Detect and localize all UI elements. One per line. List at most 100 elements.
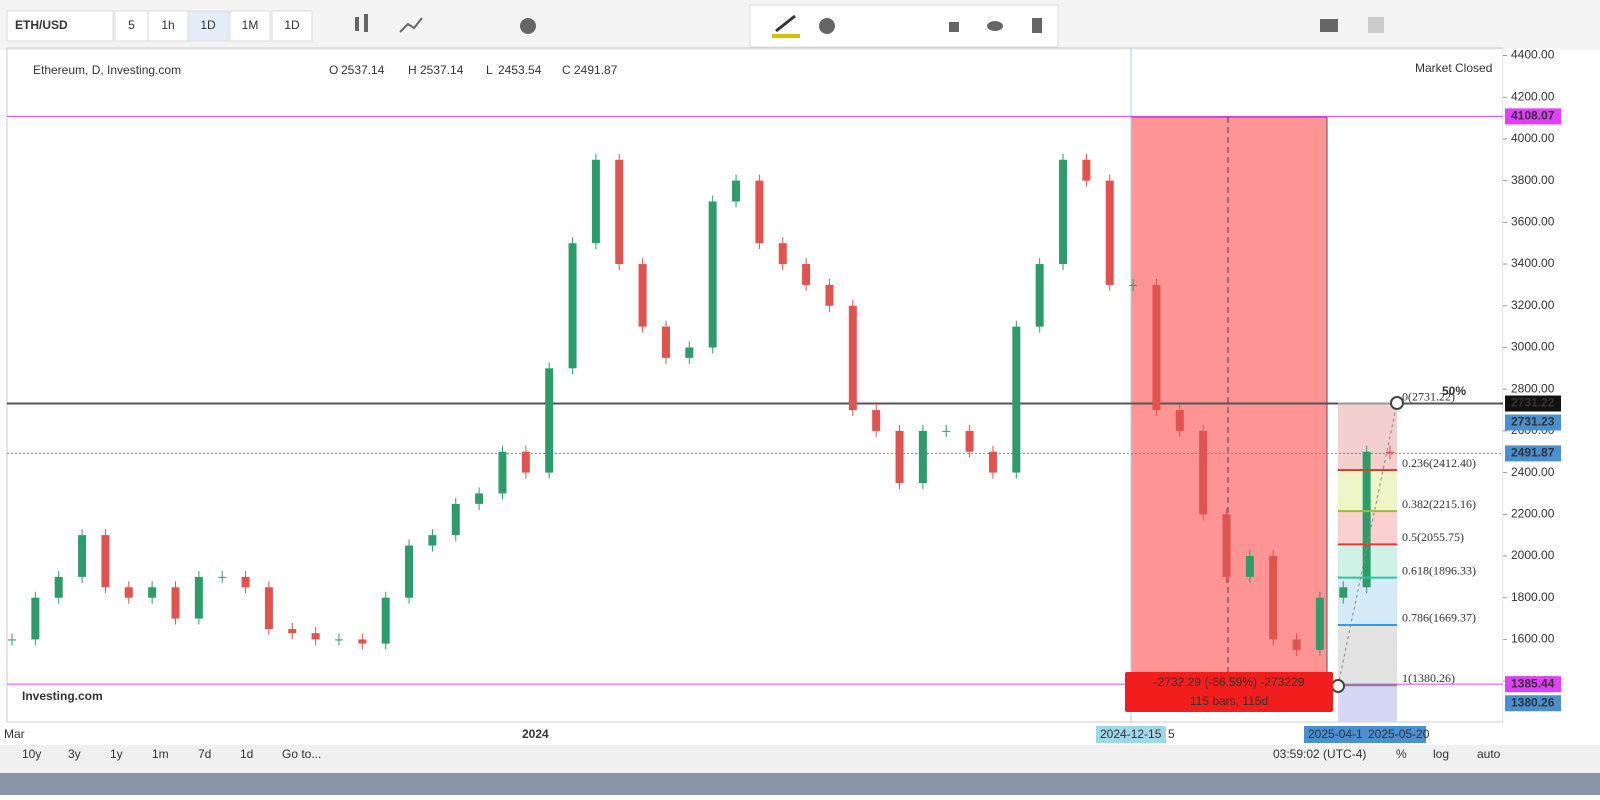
ohlc-key: L [486, 63, 493, 77]
toolbar-label[interactable]: 1M [242, 18, 259, 32]
candle-body [1245, 556, 1254, 577]
price-badge [1505, 395, 1561, 412]
candle-body [264, 587, 273, 629]
handle[interactable] [1390, 396, 1404, 410]
candle-body [451, 503, 460, 536]
candle-body [194, 576, 203, 619]
toolbar-button[interactable] [187, 10, 229, 42]
candle-body [381, 597, 390, 644]
symbol-input[interactable] [6, 10, 114, 42]
candle-body [78, 535, 87, 577]
measure-line1: -2732.29 (-66.59%) -273229 [1154, 675, 1305, 689]
toolbar-label[interactable]: 1D [200, 18, 216, 32]
price-tick-label: 3800.00 [1511, 173, 1555, 187]
candle-body [778, 243, 787, 265]
time-label: 2024-12-15 [1100, 727, 1162, 741]
axis-option[interactable]: % [1396, 747, 1407, 761]
trash-icon[interactable] [1032, 18, 1042, 33]
fib-label: 1(1380.26) [1402, 671, 1455, 685]
toolbar-button[interactable] [229, 10, 271, 42]
goto-button[interactable]: Go to... [282, 747, 321, 761]
candle-icon[interactable] [364, 14, 368, 32]
axis-option[interactable]: auto [1477, 747, 1501, 761]
candle-body [241, 576, 250, 588]
candle-body [1105, 180, 1114, 285]
time-badge [1096, 726, 1166, 743]
time-badge [1364, 726, 1426, 743]
price-tick-label: 1600.00 [1511, 632, 1555, 646]
toolbar-label[interactable]: 1h [161, 18, 174, 32]
range-button[interactable]: 3y [68, 747, 81, 761]
candle-body [1199, 430, 1208, 515]
range-button[interactable]: 10y [22, 747, 41, 761]
candle-body [31, 597, 40, 640]
axis-option[interactable]: log [1433, 747, 1449, 761]
candle-body [124, 587, 133, 598]
candle-body [101, 535, 110, 588]
candle-body [521, 451, 530, 473]
market-status: Market Closed [1415, 61, 1492, 75]
candle-body [1129, 284, 1138, 286]
pen-icon[interactable] [775, 14, 796, 33]
price-tick-label: 3400.00 [1511, 256, 1555, 270]
time-label: 2024 [522, 727, 549, 741]
symbol[interactable]: ETH/USD [15, 18, 68, 32]
candle-body [1082, 159, 1091, 181]
handle[interactable] [1331, 679, 1345, 693]
toolbar-button[interactable] [271, 10, 313, 42]
candle-body [942, 430, 951, 432]
fib-label: 0.236(2412.40) [1402, 456, 1476, 470]
time-badge [1304, 726, 1366, 743]
candle-body [568, 243, 577, 369]
camera-icon[interactable] [1320, 19, 1338, 32]
candle-body [1059, 159, 1068, 265]
fib-percent: 50% [1442, 384, 1466, 398]
candle-body [148, 587, 157, 598]
price-tick-label: 2000.00 [1511, 548, 1555, 562]
candle-body [358, 639, 367, 644]
price-tick-label: 4200.00 [1511, 89, 1555, 103]
time-label: 2025-05-20 [1368, 727, 1430, 741]
candle-body [848, 305, 857, 411]
price-badge [1505, 108, 1561, 125]
candle-body [1222, 514, 1231, 577]
candle-body [732, 180, 741, 202]
toolbar-button[interactable] [147, 10, 189, 42]
lock-icon[interactable] [949, 22, 959, 32]
fib-label: 0(2731.22) [1402, 389, 1455, 403]
ohlc-key: O [329, 63, 338, 77]
toolbar-label[interactable]: 1D [284, 18, 300, 32]
eye-icon[interactable] [987, 21, 1003, 31]
price-tick-label: 3000.00 [1511, 340, 1555, 354]
candle-body [895, 430, 904, 484]
candle-body [1175, 410, 1184, 431]
candle-body [171, 587, 180, 619]
candle-body [428, 535, 437, 546]
legend-title: Ethereum, D, Investing.com [33, 63, 181, 77]
settings-icon[interactable] [520, 18, 536, 34]
ohlc-value: 2537.14 [341, 63, 385, 77]
candle-body [54, 576, 63, 598]
time-label: 2025-04-1 [1308, 727, 1363, 741]
price-badge-label: 1380.26 [1511, 695, 1555, 709]
time-label: Mar [4, 727, 25, 741]
color-icon[interactable] [1368, 17, 1384, 33]
price-tick-label: 2400.00 [1511, 465, 1555, 479]
range-button[interactable]: 1m [152, 747, 169, 761]
price-badge-label: 4108.07 [1511, 109, 1555, 123]
candle-icon[interactable] [355, 17, 359, 31]
toolbar-label[interactable]: 5 [128, 18, 135, 32]
candle-body [1339, 587, 1348, 598]
range-button[interactable]: 1d [240, 747, 253, 761]
measure-line2: 115 bars, 115d [1190, 694, 1268, 708]
candle-body [1269, 556, 1278, 640]
range-button[interactable]: 1y [110, 747, 123, 761]
time-label: 5 [1168, 727, 1175, 741]
line-icon[interactable] [399, 17, 423, 33]
settings-icon[interactable] [819, 18, 835, 34]
candle-body [475, 493, 484, 504]
range-button[interactable]: 7d [198, 747, 211, 761]
price-badge [1505, 695, 1561, 712]
